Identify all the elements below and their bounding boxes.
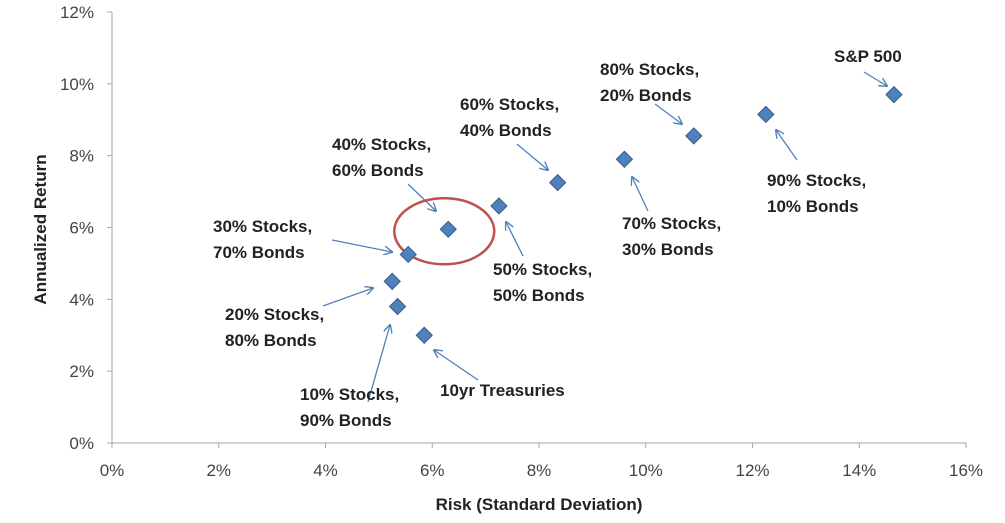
y-tick-label: 8% [69,147,94,166]
data-point-marker [615,150,634,168]
x-tick-label: 4% [313,461,338,480]
x-tick-label: 8% [527,461,552,480]
annotation-arrow [632,177,649,212]
point-label: 70% Stocks, 30% Bonds [622,214,721,259]
point-label: 90% Stocks, 10% Bonds [767,171,866,216]
x-tick-label: 6% [420,461,445,480]
point-label-line: 30% Stocks, [213,217,312,236]
y-tick-label: 10% [60,75,94,94]
point-label-line: 70% Stocks, [622,214,721,233]
y-tick-label: 12% [60,3,94,22]
data-points [383,85,903,344]
point-label-line: 80% Bonds [225,331,317,350]
y-tick-label: 2% [69,362,94,381]
point-label-line: 30% Bonds [622,240,714,259]
annotation-arrow [776,130,798,161]
y-tick-label: 4% [69,290,94,309]
point-label: 60% Stocks, 40% Bonds [460,95,559,140]
annotation-arrow [322,288,373,307]
axes [107,11,967,448]
point-label-line: S&P 500 [834,47,902,66]
point-label-line: 20% Stocks, [225,305,324,324]
data-point-marker [685,127,703,145]
point-label: 30% Stocks, 70% Bonds [213,217,312,262]
point-label-line: 50% Stocks, [493,260,592,279]
x-tick-label: 12% [735,461,769,480]
point-label-line: 90% Bonds [300,411,392,430]
point-label: 20% Stocks, 80% Bonds [225,305,324,350]
point-label: S&P 500 [834,47,902,66]
highlight-layer [393,197,496,266]
tick-labels: 0% 2% 4% 6% 8% 10% 12% 0% 2% 4% 6% 8% 10% 12% 14% 16% [60,3,983,480]
x-tick-label: 0% [100,461,125,480]
point-label: 40% Stocks, 60% Bonds [332,135,431,180]
point-label-line: 10yr Treasuries [440,381,565,400]
point-label-line: 20% Bonds [600,86,692,105]
data-point-marker [490,197,508,215]
point-label: 50% Stocks, 50% Bonds [493,260,592,305]
x-tick-label: 2% [206,461,231,480]
annotation-arrow [407,183,436,211]
point-label-line: 60% Bonds [332,161,424,180]
x-axis-title: Risk (Standard Deviation) [436,495,643,514]
point-label: 10yr Treasuries [440,381,565,400]
data-point-marker [399,245,417,264]
point-label-line: 50% Bonds [493,286,585,305]
annotation-arrow [367,325,390,403]
x-tick-label: 16% [949,461,983,480]
point-label-line: 40% Bonds [460,121,552,140]
point-label-line: 90% Stocks, [767,171,866,190]
annotation-arrow [506,222,524,257]
y-axis-title: Annualized Return [31,154,50,304]
point-label: 80% Stocks, 20% Bonds [600,60,699,105]
annotation-arrow [516,143,548,170]
data-point-marker [757,105,775,124]
point-label-line: 60% Stocks, [460,95,559,114]
annotation-arrow [654,103,682,124]
annotation-arrow [434,350,479,381]
point-label: 10% Stocks, 90% Bonds [300,385,399,430]
data-point-marker [548,173,567,192]
annotation-arrow [331,239,392,252]
x-tick-label: 14% [842,461,876,480]
x-tick-label: 10% [629,461,663,480]
point-label-line: 80% Stocks, [600,60,699,79]
point-label-line: 70% Bonds [213,243,305,262]
data-point-marker [439,220,457,239]
y-tick-label: 6% [69,219,94,238]
point-label-line: 40% Stocks, [332,135,431,154]
data-point-marker [388,297,407,316]
point-label-line: 10% Stocks, [300,385,399,404]
y-tick-label: 0% [69,434,94,453]
annotation-arrows [322,71,887,403]
point-labels: 10yr Treasuries 10% Stocks, 90% Bonds 20% S… [213,47,902,430]
data-point-marker [885,85,903,104]
data-point-marker [415,326,433,344]
highlight-circle [393,197,496,266]
point-label-line: 10% Bonds [767,197,859,216]
annotation-arrow [863,71,887,86]
data-point-marker [383,272,401,291]
